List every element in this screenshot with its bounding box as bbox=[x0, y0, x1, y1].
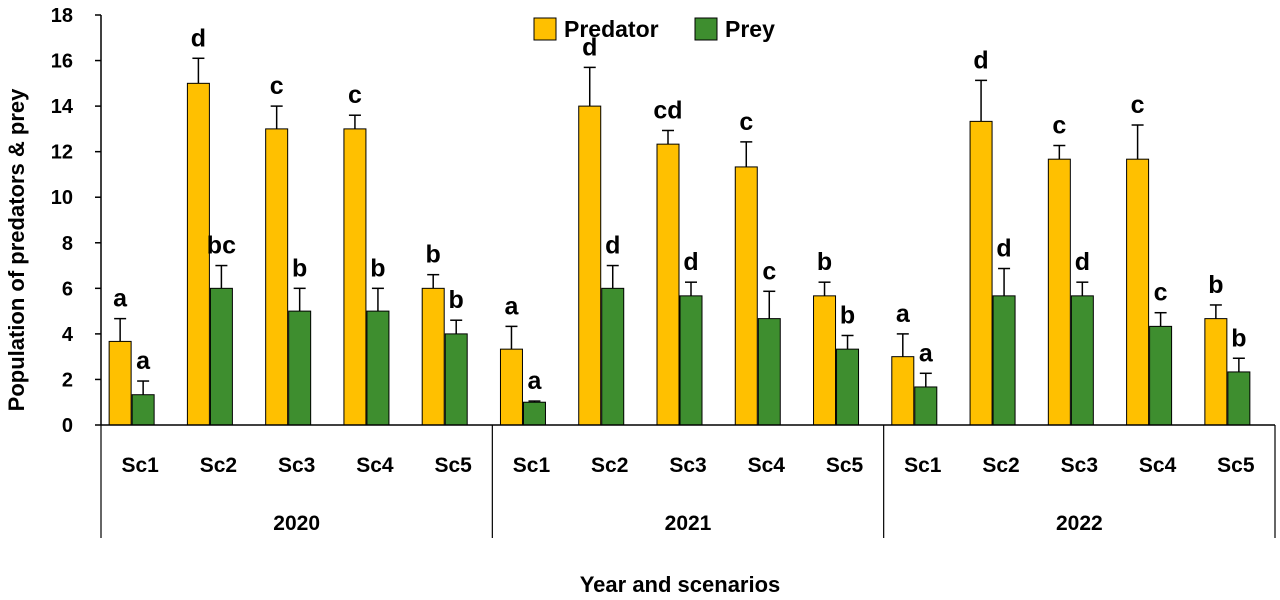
y-tick-label: 16 bbox=[51, 51, 73, 73]
significance-label: d bbox=[191, 24, 206, 52]
prey-bar bbox=[1149, 325, 1173, 426]
significance-label: d bbox=[996, 235, 1011, 263]
category-label: Sc3 bbox=[1061, 454, 1098, 477]
axes: 0 2 4 6 8 10 12 14 16 18 2020 Sc1 Sc2 Sc3 Sc4 Sc5 2021 Sc… bbox=[51, 5, 1276, 538]
y-tick-label: 2 bbox=[62, 369, 73, 391]
prey-bar bbox=[679, 295, 703, 426]
significance-label: a bbox=[896, 300, 911, 328]
significance-label: b bbox=[370, 254, 385, 282]
significance-label: b bbox=[449, 286, 464, 314]
significance-label: d bbox=[973, 46, 988, 74]
y-tick-label: 14 bbox=[51, 96, 74, 118]
significance-label: a bbox=[528, 367, 543, 395]
predator-bar bbox=[813, 295, 837, 426]
significance-label: b bbox=[292, 254, 307, 282]
legend-swatch-prey bbox=[694, 17, 718, 41]
significance-label: b bbox=[817, 248, 832, 276]
predator-bar bbox=[421, 287, 445, 426]
prey-bar bbox=[444, 333, 468, 426]
category-label: Sc4 bbox=[356, 454, 394, 477]
predator-bar bbox=[343, 128, 367, 426]
x-axis-title: Year and scenarios bbox=[580, 572, 781, 597]
significance-label: a bbox=[919, 339, 934, 367]
prey-bar bbox=[209, 287, 233, 426]
category-label: Sc1 bbox=[121, 454, 159, 477]
category-label: Sc1 bbox=[904, 454, 942, 477]
significance-label: b bbox=[1231, 324, 1246, 352]
y-axis-title: Population of predators & prey bbox=[4, 88, 29, 411]
significance-label: c bbox=[1052, 112, 1066, 140]
prey-bar bbox=[366, 310, 390, 426]
legend-label-predator: Predator bbox=[564, 16, 659, 42]
significance-label: c bbox=[1131, 91, 1145, 119]
category-label: Sc2 bbox=[982, 454, 1019, 477]
predator-bar bbox=[1047, 158, 1071, 426]
predator-bar bbox=[108, 340, 132, 426]
predator-bar bbox=[891, 356, 915, 426]
category-label: Sc4 bbox=[1139, 454, 1177, 477]
legend-swatch-predator bbox=[533, 17, 557, 41]
legend: Predator Prey bbox=[533, 16, 775, 42]
predator-bar bbox=[499, 348, 523, 426]
significance-label: d bbox=[582, 33, 597, 61]
prey-bar bbox=[288, 310, 312, 426]
y-tick-label: 12 bbox=[51, 142, 73, 164]
prey-bar bbox=[836, 348, 860, 426]
prey-bar bbox=[601, 287, 625, 426]
category-label: Sc2 bbox=[591, 454, 628, 477]
category-label: Sc3 bbox=[669, 454, 706, 477]
prey-bar bbox=[992, 295, 1016, 426]
significance-label: b bbox=[426, 241, 441, 269]
prey-bar bbox=[131, 394, 155, 426]
category-label: Sc5 bbox=[435, 454, 473, 477]
group-label-2020: 2020 bbox=[273, 512, 320, 535]
significance-label: a bbox=[505, 292, 520, 320]
legend-label-prey: Prey bbox=[725, 16, 775, 42]
significance-label: cd bbox=[653, 96, 682, 124]
significance-label: d bbox=[1075, 248, 1090, 276]
prey-bar bbox=[1227, 371, 1251, 426]
significance-label: c bbox=[739, 108, 753, 136]
predator-bar bbox=[656, 143, 680, 426]
category-label: Sc2 bbox=[200, 454, 237, 477]
significance-label: c bbox=[348, 81, 362, 109]
prey-bar bbox=[522, 401, 546, 426]
predator-bar bbox=[1126, 158, 1150, 426]
significance-label: bc bbox=[207, 232, 236, 260]
category-label: Sc5 bbox=[1217, 454, 1255, 477]
predator-bar bbox=[734, 166, 758, 426]
predator-bar bbox=[1204, 318, 1228, 426]
category-label: Sc4 bbox=[748, 454, 786, 477]
significance-label: c bbox=[1154, 279, 1168, 307]
group-label-2021: 2021 bbox=[665, 512, 712, 535]
category-label: Sc5 bbox=[826, 454, 864, 477]
category-label: Sc1 bbox=[513, 454, 551, 477]
significance-label: a bbox=[136, 347, 151, 375]
significance-label: d bbox=[605, 232, 620, 260]
y-tick-label: 0 bbox=[62, 415, 73, 437]
significance-label: c bbox=[762, 257, 776, 285]
y-tick-label: 10 bbox=[51, 187, 73, 209]
significance-label: b bbox=[840, 301, 855, 329]
predator-bar bbox=[265, 128, 289, 426]
significance-label: d bbox=[683, 248, 698, 276]
y-tick-label: 6 bbox=[62, 278, 73, 300]
y-tick-label: 18 bbox=[51, 5, 73, 27]
prey-bar bbox=[914, 386, 938, 426]
predator-bar bbox=[578, 105, 602, 426]
y-tick-label: 8 bbox=[62, 233, 73, 255]
prey-bar bbox=[757, 318, 781, 426]
category-label: Sc3 bbox=[278, 454, 315, 477]
predator-bar bbox=[969, 120, 993, 426]
y-tick-label: 4 bbox=[62, 324, 74, 346]
prey-bar bbox=[1070, 295, 1094, 426]
significance-label: c bbox=[270, 72, 284, 100]
group-label-2022: 2022 bbox=[1056, 512, 1103, 535]
significance-label: b bbox=[1208, 271, 1223, 299]
significance-label: a bbox=[113, 285, 128, 313]
